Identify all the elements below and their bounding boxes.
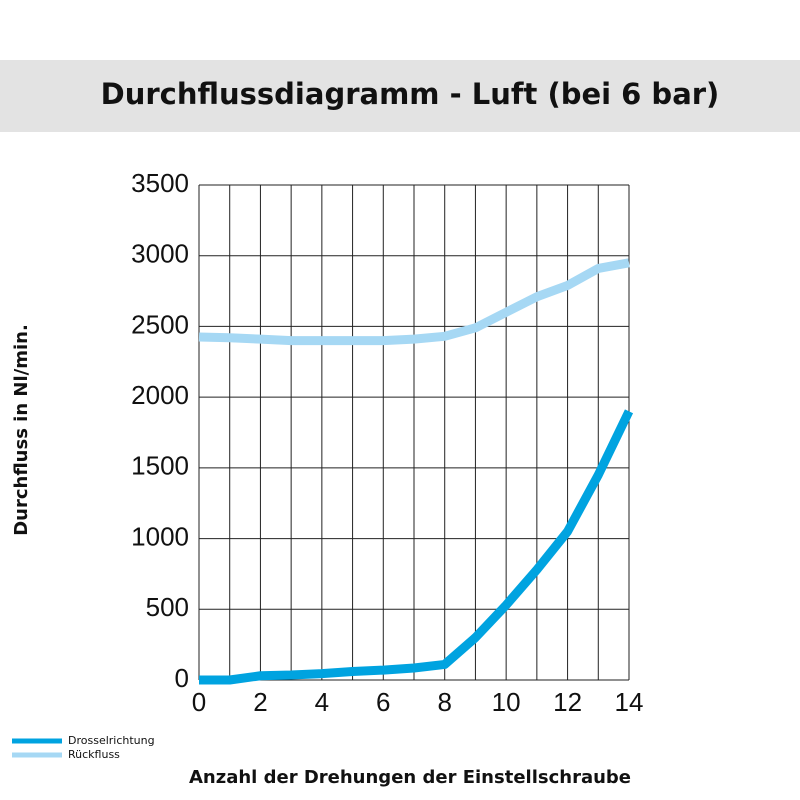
y-tick-label: 3500 bbox=[131, 168, 189, 198]
title-band bbox=[0, 60, 800, 132]
chart-title: Durchflussdiagramm - Luft (bei 6 bar) bbox=[101, 77, 720, 111]
y-tick-label: 2000 bbox=[131, 380, 189, 410]
y-tick-label: 3000 bbox=[131, 239, 189, 269]
y-tick-label: 1500 bbox=[131, 451, 189, 481]
x-tick-label: 8 bbox=[437, 687, 451, 717]
series-line bbox=[199, 409, 634, 685]
y-axis-label: Durchfluss in Nl/min. bbox=[11, 324, 32, 536]
x-tick-label: 10 bbox=[492, 687, 521, 717]
legend-label: Rückfluss bbox=[68, 748, 120, 761]
x-tick-label: 0 bbox=[192, 687, 206, 717]
x-tick-label: 12 bbox=[553, 687, 582, 717]
y-tick-label: 0 bbox=[175, 663, 189, 693]
y-tick-label: 1000 bbox=[131, 521, 189, 551]
series-line bbox=[198, 258, 630, 346]
legend-label: Drosselrichtung bbox=[68, 734, 155, 747]
y-tick-label: 2500 bbox=[131, 309, 189, 339]
x-tick-label: 6 bbox=[376, 687, 390, 717]
y-tick-label: 500 bbox=[146, 592, 189, 622]
x-tick-label: 2 bbox=[253, 687, 267, 717]
x-axis-label: Anzahl der Drehungen der Einstellschraub… bbox=[189, 767, 631, 788]
x-tick-label: 4 bbox=[315, 687, 329, 717]
x-tick-label: 14 bbox=[615, 687, 644, 717]
